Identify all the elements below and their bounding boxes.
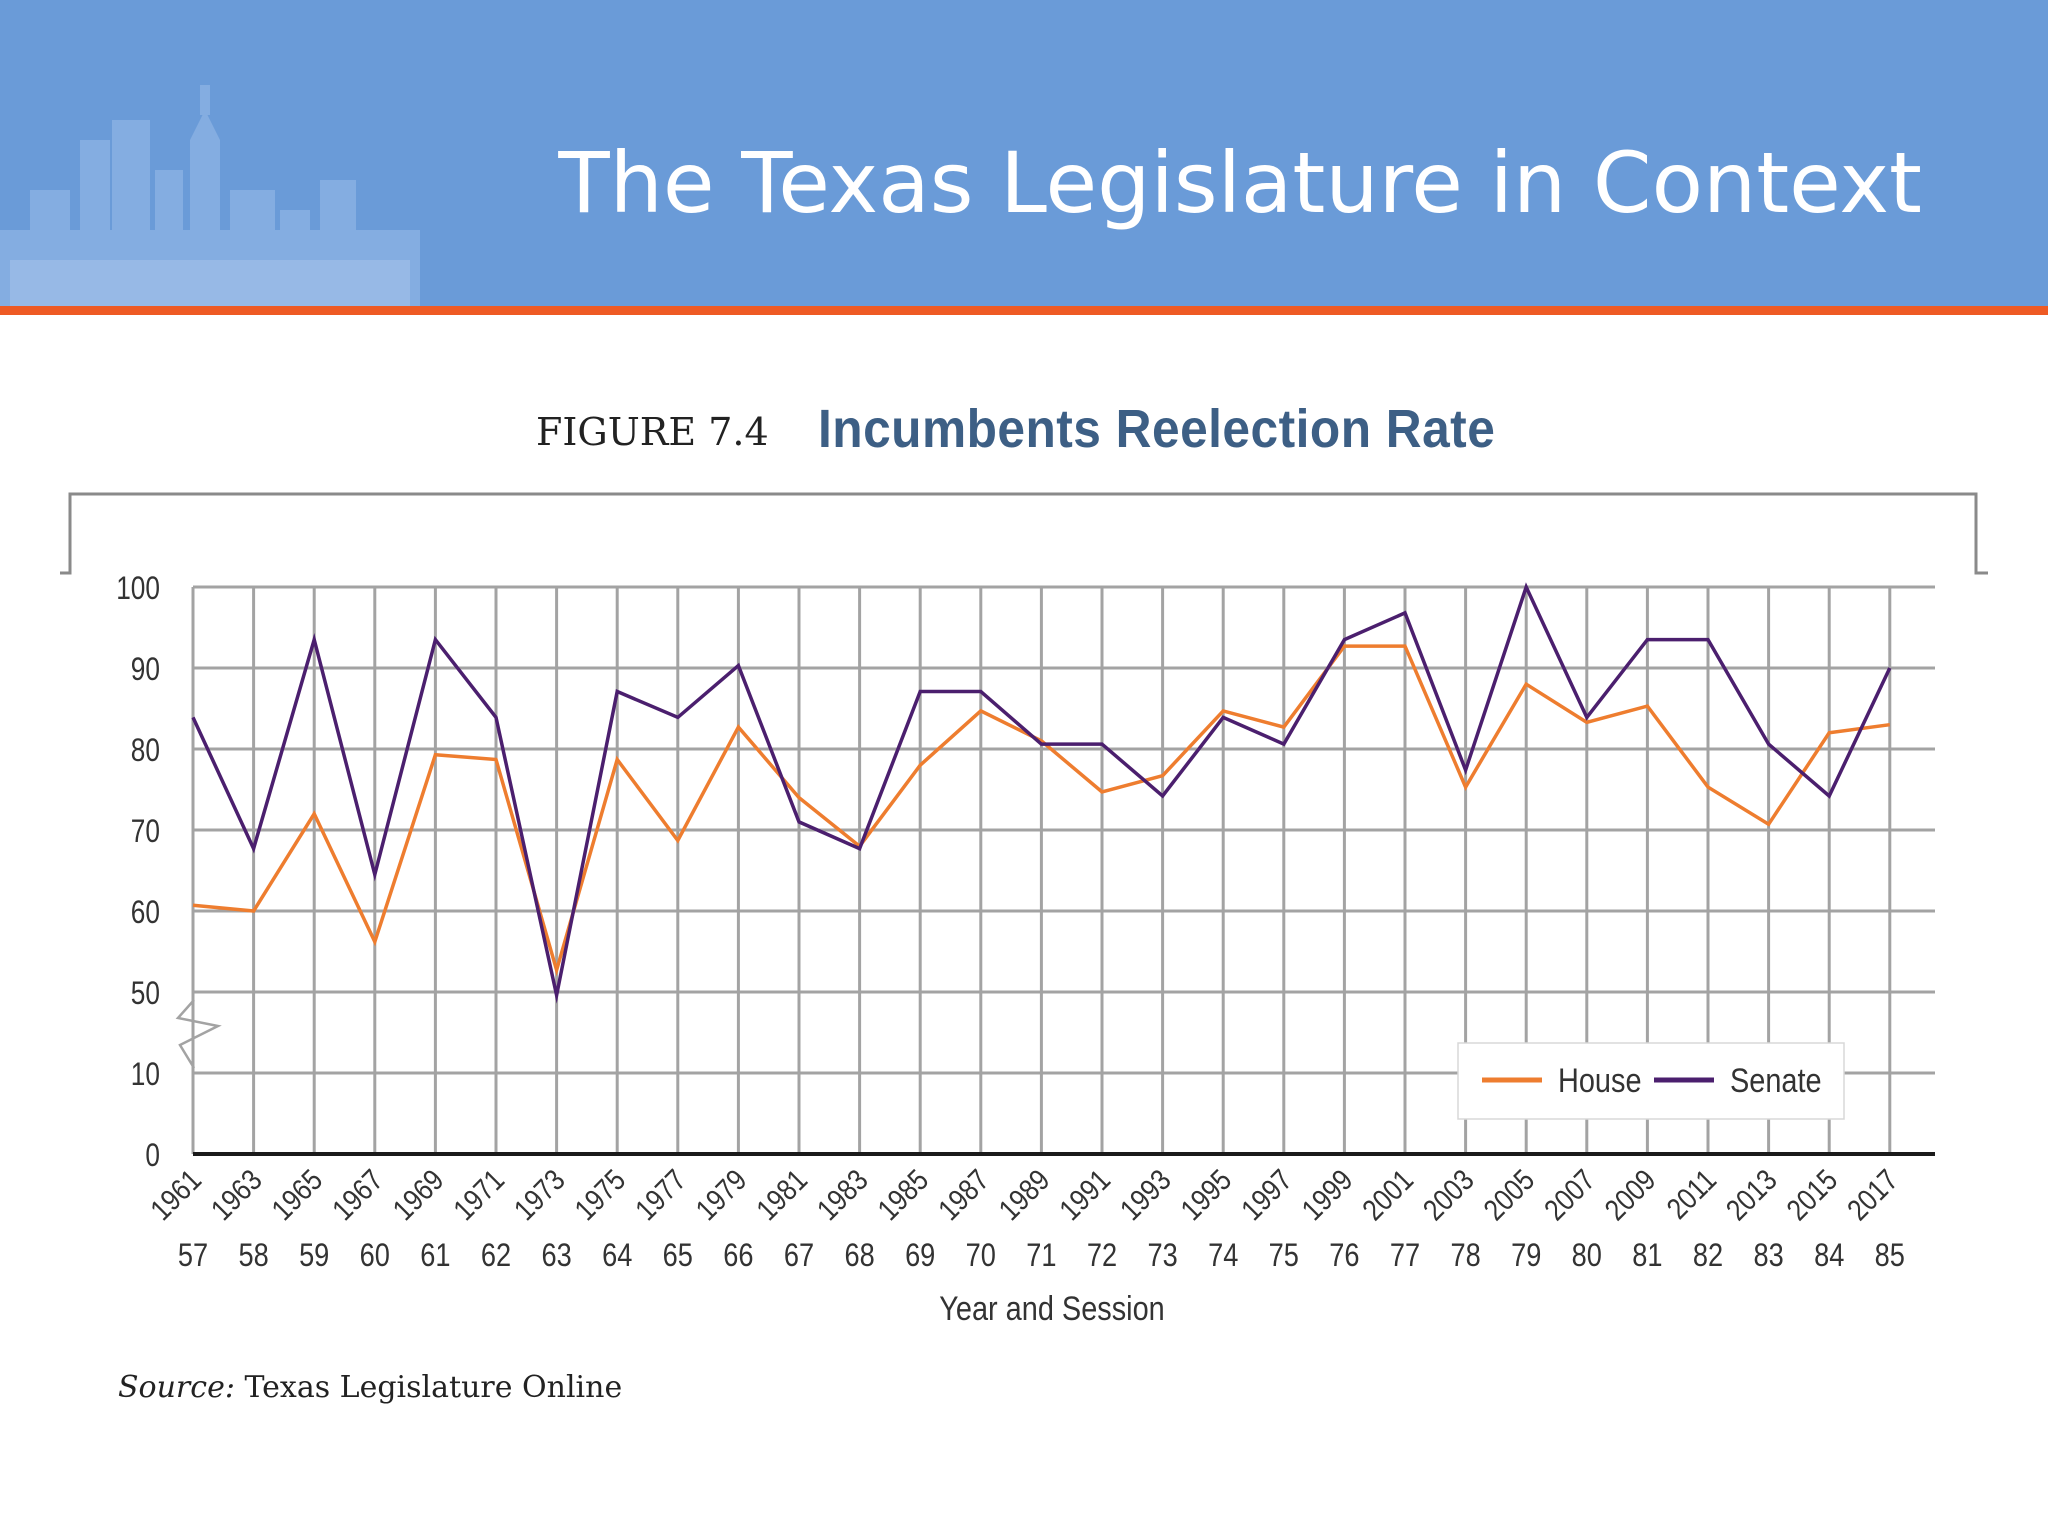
- x-tick-year-label: 1973: [507, 1163, 571, 1227]
- x-tick-year-label: 1983: [810, 1163, 874, 1227]
- x-tick-year-label: 2003: [1416, 1163, 1480, 1227]
- x-tick-year-label: 1977: [629, 1163, 693, 1227]
- legend-item-senate: Senate: [1654, 1061, 1822, 1100]
- figure-label: FIGURE 7.4: [536, 410, 769, 454]
- x-tick-session-label: 77: [1390, 1238, 1420, 1274]
- series-line-senate: [191, 582, 1892, 1004]
- x-axis-label: Year and Session: [939, 1289, 1164, 1328]
- x-tick-year-label: 1987: [932, 1163, 996, 1227]
- legend-label: House: [1558, 1061, 1642, 1100]
- source-label: Source:: [118, 1370, 235, 1405]
- x-tick-year-label: 2005: [1477, 1163, 1541, 1227]
- city-skyline-icon: [0, 85, 420, 306]
- y-tick-label: 100: [116, 572, 160, 607]
- x-tick-session-label: 62: [481, 1238, 511, 1274]
- x-tick-year-label: 1997: [1235, 1163, 1299, 1227]
- x-tick-year-label: 1989: [992, 1163, 1056, 1227]
- slide-title: The Texas Legislature in Context: [558, 134, 1922, 232]
- x-tick-session-label: 60: [360, 1238, 390, 1274]
- x-tick-session-label: 66: [723, 1238, 753, 1274]
- x-tick-session-label: 57: [178, 1238, 208, 1274]
- x-tick-year-label: 2011: [1660, 1163, 1722, 1225]
- figure-frame-bracket: [60, 492, 1988, 575]
- y-tick-label: 10: [131, 1058, 160, 1093]
- x-tick-session-label: 82: [1693, 1238, 1723, 1274]
- x-tick-session-label: 76: [1329, 1238, 1359, 1274]
- x-tick-year-label: 1969: [386, 1163, 450, 1227]
- x-tick-session-label: 85: [1875, 1238, 1905, 1274]
- x-tick-session-label: 65: [663, 1238, 693, 1274]
- x-tick-session-label: 78: [1450, 1238, 1480, 1274]
- x-tick-year-label: 2007: [1538, 1163, 1602, 1227]
- series-line-house: [192, 644, 1891, 977]
- x-tick-year-label: 1981: [750, 1163, 814, 1227]
- x-tick-session-label: 67: [784, 1238, 814, 1274]
- chart-legend: House Senate: [1457, 1042, 1845, 1120]
- legend-item-house: House: [1482, 1061, 1642, 1100]
- x-tick-year-label: 1991: [1053, 1163, 1117, 1227]
- x-tick-session-label: 63: [541, 1238, 571, 1274]
- legend-label: Senate: [1730, 1061, 1822, 1100]
- x-tick-session-label: 61: [420, 1238, 450, 1274]
- y-tick-label: 50: [131, 977, 160, 1012]
- x-tick-session-label: 75: [1269, 1238, 1299, 1274]
- x-tick-year-label: 2013: [1719, 1163, 1783, 1227]
- chart-labels: 0105060708090100196157196358196559196760…: [116, 572, 1905, 1328]
- x-tick-session-label: 71: [1026, 1238, 1056, 1274]
- x-tick-session-label: 72: [1087, 1238, 1117, 1274]
- x-tick-session-label: 59: [299, 1238, 329, 1274]
- figure-title: Incumbents Reelection Rate: [818, 399, 1496, 459]
- chart-series: [191, 582, 1892, 1004]
- x-tick-year-label: 1971: [447, 1163, 511, 1227]
- y-tick-label: 60: [131, 896, 160, 931]
- source-note: Source: Texas Legislature Online: [118, 1370, 622, 1405]
- x-tick-year-label: 1995: [1174, 1163, 1238, 1227]
- x-tick-session-label: 69: [905, 1238, 935, 1274]
- x-tick-session-label: 84: [1814, 1238, 1844, 1274]
- x-tick-year-label: 1985: [871, 1163, 935, 1227]
- x-tick-session-label: 70: [966, 1238, 996, 1274]
- source-text: Texas Legislature Online: [244, 1370, 623, 1405]
- x-tick-year-label: 2009: [1598, 1163, 1662, 1227]
- x-tick-session-label: 81: [1632, 1238, 1662, 1274]
- header-accent-bar: [0, 306, 2048, 315]
- x-tick-year-label: 2015: [1780, 1163, 1844, 1227]
- x-tick-year-label: 1963: [204, 1163, 268, 1227]
- x-tick-year-label: 1967: [326, 1163, 390, 1227]
- y-tick-label: 90: [131, 653, 160, 688]
- x-tick-session-label: 64: [602, 1238, 632, 1274]
- y-tick-label: 80: [131, 734, 160, 769]
- x-tick-session-label: 79: [1511, 1238, 1541, 1274]
- x-tick-session-label: 58: [238, 1238, 268, 1274]
- chart-axes: [175, 999, 1935, 1156]
- axis-break-mark: [175, 999, 222, 1069]
- x-tick-year-label: 1979: [689, 1163, 753, 1227]
- x-tick-session-label: 83: [1753, 1238, 1783, 1274]
- slide-header: The Texas Legislature in Context: [0, 0, 2048, 306]
- x-tick-year-label: 1999: [1295, 1163, 1359, 1227]
- x-tick-year-label: 2001: [1356, 1163, 1420, 1227]
- y-tick-label: 0: [145, 1139, 160, 1174]
- x-tick-session-label: 68: [844, 1238, 874, 1274]
- chart-grid: [191, 585, 1935, 1154]
- x-tick-year-label: 1965: [265, 1163, 329, 1227]
- x-tick-year-label: 2017: [1841, 1163, 1905, 1227]
- x-tick-year-label: 1975: [568, 1163, 632, 1227]
- y-tick-label: 70: [131, 815, 160, 850]
- x-tick-session-label: 73: [1147, 1238, 1177, 1274]
- x-tick-session-label: 80: [1572, 1238, 1602, 1274]
- x-tick-session-label: 74: [1208, 1238, 1238, 1274]
- x-tick-year-label: 1993: [1113, 1163, 1177, 1227]
